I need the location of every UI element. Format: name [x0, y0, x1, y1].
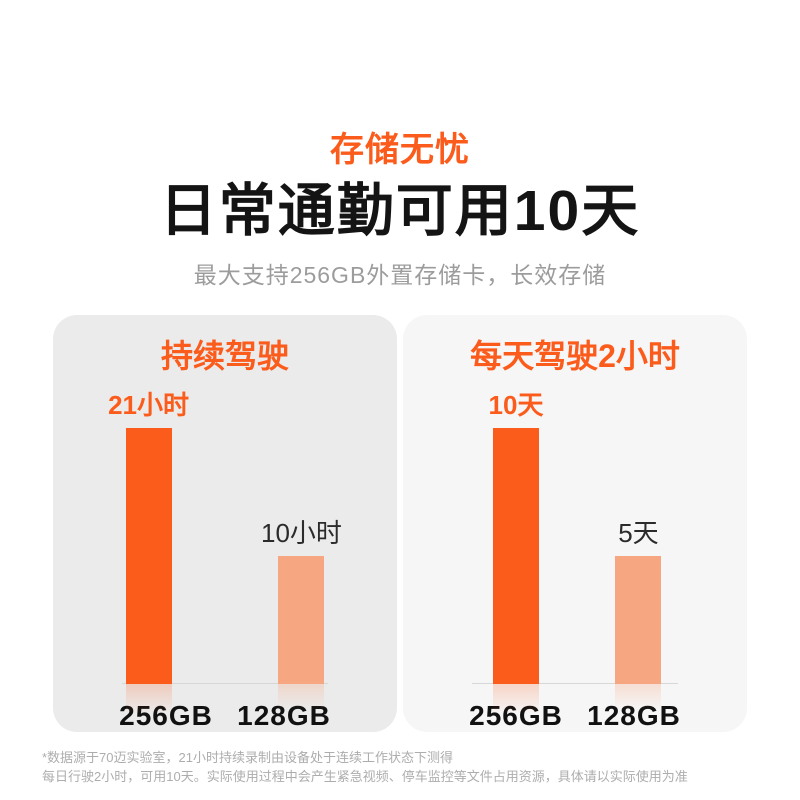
panel-daily-driving: 每天驾驶2小时 10天 5天 256GB 128GB	[403, 315, 747, 733]
bar-256gb	[125, 428, 172, 715]
category-labels: 256GB 128GB	[403, 700, 747, 732]
continuous-driving-bar-chart: 21小时 10小时	[53, 389, 397, 715]
page-header: 存储无忧 日常通勤可用10天 最大支持256GB外置存储卡，长效存储	[0, 0, 800, 291]
bar-group-256gb: 21小时	[108, 389, 189, 715]
footnote: *数据源于70迈实验室，21小时持续录制由设备处于连续工作状态下测得 每日行驶2…	[0, 748, 800, 786]
bar-group-256gb: 10天	[488, 389, 544, 715]
bar-group-128gb: 5天	[615, 517, 662, 711]
eyebrow-title: 存储无忧	[330, 131, 470, 169]
category-label-128gb: 128GB	[237, 700, 331, 732]
category-label-256gb: 256GB	[119, 700, 213, 732]
bar-128gb	[278, 556, 325, 711]
bar-value-label-256gb: 10天	[488, 389, 544, 420]
bar-group-128gb: 10小时	[261, 517, 342, 711]
category-label-128gb: 128GB	[587, 700, 681, 732]
category-label-256gb: 256GB	[469, 700, 563, 732]
chart-baseline	[472, 683, 678, 685]
chart-baseline	[122, 683, 328, 685]
daily-driving-bar-chart: 10天 5天	[403, 389, 747, 715]
comparison-panels: 持续驾驶 21小时 10小时 256GB 128GB 每天驾驶2小时 10天	[0, 315, 800, 733]
bar-value-label-128gb: 5天	[618, 517, 659, 548]
bar-value-label-256gb: 21小时	[108, 389, 189, 420]
footnote-line-2: 每日行驶2小时，可用10天。实际使用过程中会产生紧急视频、停车监控等文件占用资源…	[42, 769, 688, 785]
page-title: 日常通勤可用10天	[159, 178, 641, 243]
panel-continuous-driving: 持续驾驶 21小时 10小时 256GB 128GB	[53, 315, 397, 733]
category-labels: 256GB 128GB	[53, 700, 397, 732]
panel-daily-driving-title: 每天驾驶2小时	[470, 338, 680, 375]
bar-256gb	[492, 428, 539, 715]
page-subtitle: 最大支持256GB外置存储卡，长效存储	[193, 262, 607, 289]
bar-128gb	[615, 556, 662, 711]
footnote-line-1: *数据源于70迈实验室，21小时持续录制由设备处于连续工作状态下测得	[42, 750, 453, 766]
panel-continuous-driving-title: 持续驾驶	[160, 338, 289, 375]
bar-value-label-128gb: 10小时	[261, 517, 342, 548]
